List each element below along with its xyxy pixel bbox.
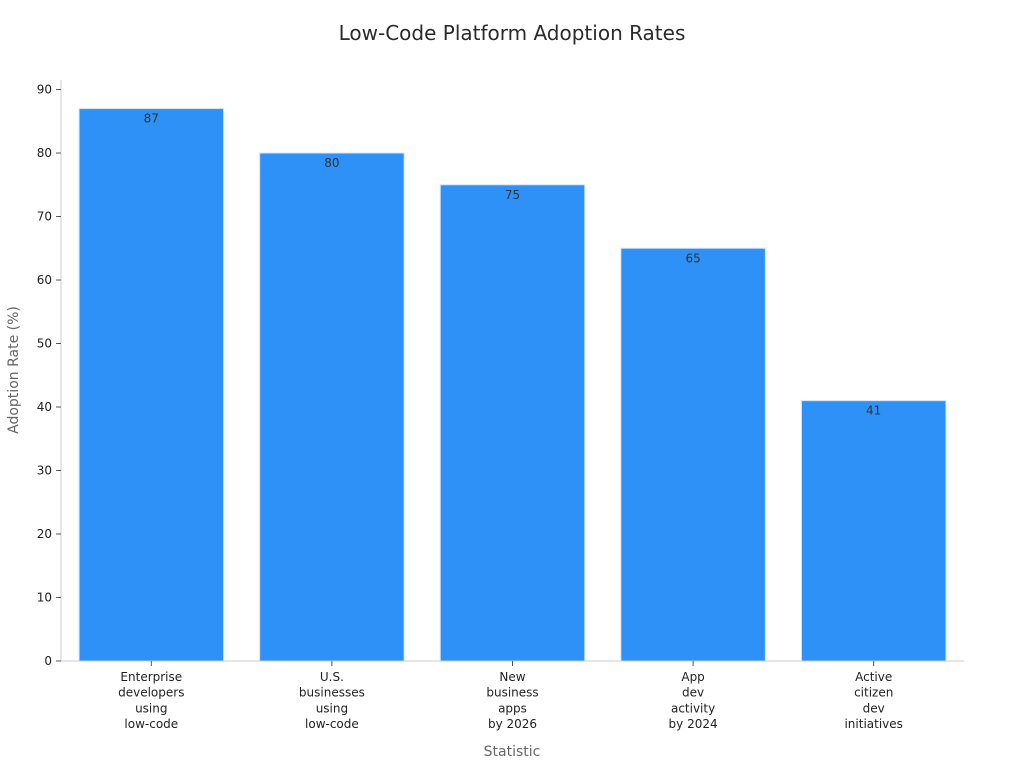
x-tick-label-line: by 2026	[488, 717, 537, 731]
y-tick-label-20: 20	[37, 527, 52, 541]
x-tick-label-line: Enterprise	[120, 670, 182, 684]
y-tick-label-50: 50	[37, 337, 52, 351]
x-tick-label-line: U.S.	[320, 670, 344, 684]
x-tick-label-line: apps	[498, 701, 527, 715]
data-label-4: 65	[685, 251, 700, 265]
x-tick-label-4: App dev activity by 2024	[669, 670, 718, 731]
x-tick-label-line: App	[681, 670, 704, 684]
x-tick-label-line: citizen	[854, 686, 893, 700]
x-tick-label-line: low-code	[305, 717, 359, 731]
x-tick-label-line: dev	[863, 701, 885, 715]
bar-2	[259, 152, 405, 662]
x-tick-label-2: U.S. businesses using low-code	[299, 670, 365, 731]
x-axis-label: Statistic	[484, 744, 541, 760]
x-tick-label-line: Active	[855, 670, 892, 684]
y-tick-label-10: 10	[37, 591, 52, 605]
bar-1	[78, 108, 225, 662]
data-label-2: 80	[324, 156, 339, 170]
data-label-3: 75	[505, 188, 520, 202]
x-tick-label-line: using	[316, 701, 348, 715]
y-tick-label-80: 80	[37, 146, 52, 160]
bars-layer	[78, 108, 947, 662]
x-tick-label-line: business	[486, 686, 538, 700]
bar-4	[620, 247, 766, 662]
y-axis-label: Adoption Rate (%)	[6, 306, 22, 434]
y-tick-label-40: 40	[37, 400, 52, 414]
x-tick-label-3: New business apps by 2026	[486, 670, 538, 731]
x-tick-label-line: initiatives	[844, 717, 902, 731]
x-tick-label-line: by 2024	[669, 717, 718, 731]
y-tick-label-90: 90	[37, 83, 52, 97]
x-tick-label-5: Active citizen dev initiatives	[844, 670, 902, 731]
y-ticks-layer: 0 10 20 30 40 50 60 70 80 90	[37, 83, 61, 668]
data-label-5: 41	[866, 404, 881, 418]
x-tick-label-line: businesses	[299, 686, 365, 700]
y-tick-label-70: 70	[37, 210, 52, 224]
x-tick-label-1: Enterprise developers using low-code	[118, 670, 184, 731]
y-tick-label-60: 60	[37, 273, 52, 287]
bar-5	[800, 400, 947, 662]
x-tick-label-line: activity	[671, 701, 715, 715]
data-labels-layer: 87 80 75 65 41	[144, 112, 882, 418]
y-tick-label-30: 30	[37, 464, 52, 478]
chart-title: Low-Code Platform Adoption Rates	[339, 21, 686, 45]
x-tick-label-line: using	[135, 701, 167, 715]
data-label-1: 87	[144, 112, 159, 126]
x-tick-label-line: low-code	[124, 717, 178, 731]
x-tick-label-line: New	[499, 670, 525, 684]
bar-3	[439, 184, 586, 662]
x-tick-label-line: dev	[682, 686, 704, 700]
x-tick-label-line: developers	[118, 686, 184, 700]
y-tick-label-0: 0	[44, 654, 52, 668]
